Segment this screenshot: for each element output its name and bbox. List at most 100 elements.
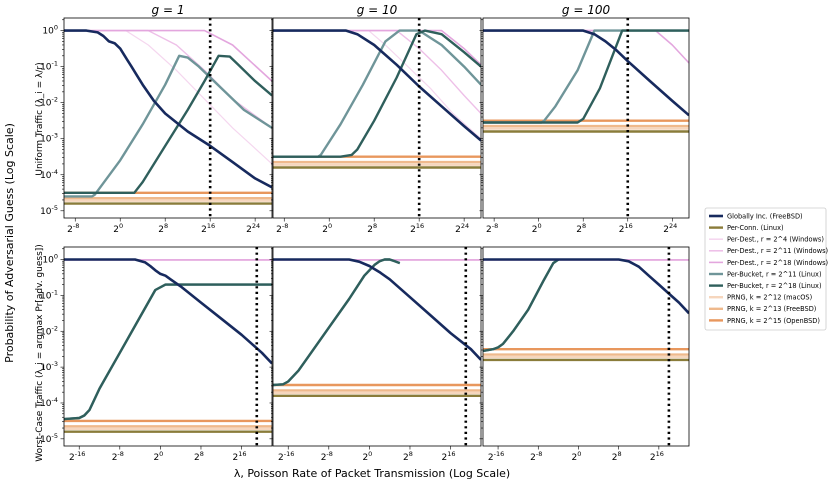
axes-frame: [482, 246, 690, 447]
axes-frame: [63, 246, 273, 447]
y-tick-label: 10-5: [40, 204, 58, 217]
x-tick-label: 2-8: [67, 222, 79, 235]
x-tick-label: 2-8: [530, 450, 542, 463]
series-line: [64, 54, 272, 198]
legend-label: Globally Inc. (FreeBSD): [727, 212, 803, 220]
series-line: [273, 258, 401, 387]
legend-box: [704, 207, 827, 331]
series-line: [64, 258, 272, 365]
x-tick-label: 20: [113, 222, 123, 235]
y-tick-label: 100: [42, 24, 58, 37]
x-tick-label: 224: [455, 222, 469, 235]
y-tick-label: 10-1: [40, 288, 58, 301]
legend-label: Per-Bucket, r = 2^18 (Linux): [727, 282, 822, 290]
series-line: [273, 29, 481, 114]
row-label-worst: Worst-Case Traffic (λ_i = argmax Pr[adv.…: [35, 244, 45, 462]
y-tick-label: 10-4: [40, 396, 58, 409]
series-line: [273, 29, 481, 142]
y-axis-label: Probability of Adversarial Guess (Log Sc…: [3, 123, 16, 363]
series-line: [483, 29, 689, 117]
x-tick-label: 216: [201, 222, 215, 235]
x-tick-label: 216: [410, 222, 424, 235]
x-tick-label: 20: [532, 222, 542, 235]
x-axis-label: λ, Poisson Rate of Packet Transmission (…: [234, 467, 510, 480]
x-tick-label: 216: [619, 222, 633, 235]
panel-uniform-g10: 2-8 20 28 216 224: [269, 17, 482, 235]
x-tick-label: 28: [576, 222, 586, 235]
series-line: [483, 258, 689, 315]
y-tick-label: 10-3: [40, 360, 58, 373]
series-line: [273, 29, 481, 158]
x-tick-label: 224: [663, 222, 677, 235]
plot-area: [483, 247, 689, 446]
series-line: [483, 29, 689, 64]
series-line: [64, 54, 272, 195]
row-label-uniform: Uniform Traffic (λ_i = λ/r): [35, 62, 45, 175]
series-line: [64, 29, 272, 189]
series-line: [483, 29, 689, 124]
x-tick-label: 28: [194, 450, 204, 463]
plot-area: [273, 18, 481, 218]
series-line: [64, 30, 272, 165]
series-line: [273, 29, 481, 158]
panel-uniform-g100: 2-8 20 28 216 224: [479, 17, 690, 235]
x-tick-label: 20: [362, 450, 372, 463]
y-tick-label: 100: [42, 253, 58, 266]
x-tick-label: 216: [233, 450, 247, 463]
legend-label: Per-Dest., r = 2^18 (Windows): [727, 259, 828, 267]
series-line: [483, 29, 689, 124]
axes-frame: [272, 246, 482, 447]
series-line: [273, 29, 481, 66]
legend-label: PRNG, k = 2^15 (OpenBSD): [727, 317, 820, 325]
y-tick-label: 10-3: [40, 132, 58, 145]
y-tick-label: 10-2: [40, 96, 58, 109]
legend-label: PRNG, k = 2^13 (FreeBSD): [727, 305, 816, 313]
series-line: [64, 283, 272, 421]
x-tick-label: 28: [367, 222, 377, 235]
x-tick-label: 20: [322, 222, 332, 235]
x-tick-label: 20: [153, 450, 163, 463]
panel-worst-g10: 2-16 2-8 20 28 216: [269, 246, 482, 463]
panel-worst-g1: 100 10-1 10-2 10-3 10-4 10-5 2-16 2-8 20 28 216: [40, 246, 273, 463]
x-tick-label: 2-8: [486, 222, 498, 235]
plot-area: [273, 247, 481, 446]
column-title-g100: g = 100: [562, 3, 611, 17]
panel-worst-g100: 2-16 2-8 20 28 216: [479, 246, 690, 463]
series-line: [273, 258, 481, 361]
x-tick-label: 2-16: [69, 450, 85, 463]
plot-area: [64, 247, 272, 446]
legend-label: Per-Dest., r = 2^4 (Windows): [727, 236, 824, 244]
x-tick-label: 28: [612, 450, 622, 463]
plot-area: [483, 18, 689, 218]
x-tick-label: 2-8: [112, 450, 124, 463]
series-line: [64, 29, 272, 82]
x-tick-label: 216: [442, 450, 456, 463]
axes-frame: [272, 17, 482, 219]
panel-uniform-g1: 100 10-1 10-2 10-3 10-4 10-5 2-8 20 28 216 224: [40, 17, 273, 235]
series-line: [273, 258, 401, 387]
x-tick-label: 2-8: [321, 450, 333, 463]
series-line: [483, 258, 560, 353]
x-tick-label: 2-8: [276, 222, 288, 235]
x-tick-label: 216: [650, 450, 664, 463]
axes-frame: [482, 17, 690, 219]
x-tick-label: 20: [572, 450, 582, 463]
column-title-g10: g = 10: [357, 3, 398, 17]
y-tick-label: 10-1: [40, 60, 58, 73]
legend-label: Per-Dest., r = 2^11 (Windows): [727, 247, 828, 255]
legend-label: PRNG, k = 2^12 (macOS): [727, 294, 812, 302]
column-title-g1: g = 1: [152, 3, 185, 17]
x-tick-label: 28: [403, 450, 413, 463]
x-tick-label: 2-16: [488, 450, 504, 463]
legend-label: Per-Bucket, r = 2^11 (Linux): [727, 270, 822, 278]
y-tick-label: 10-2: [40, 324, 58, 337]
y-tick-label: 10-5: [40, 432, 58, 445]
legend-label: Per-Conn. (Linux): [727, 224, 784, 232]
axes-frame: [63, 17, 273, 219]
y-tick-label: 10-4: [40, 168, 58, 181]
x-tick-label: 2-16: [278, 450, 294, 463]
x-tick-label: 28: [158, 222, 168, 235]
x-tick-label: 224: [246, 222, 260, 235]
